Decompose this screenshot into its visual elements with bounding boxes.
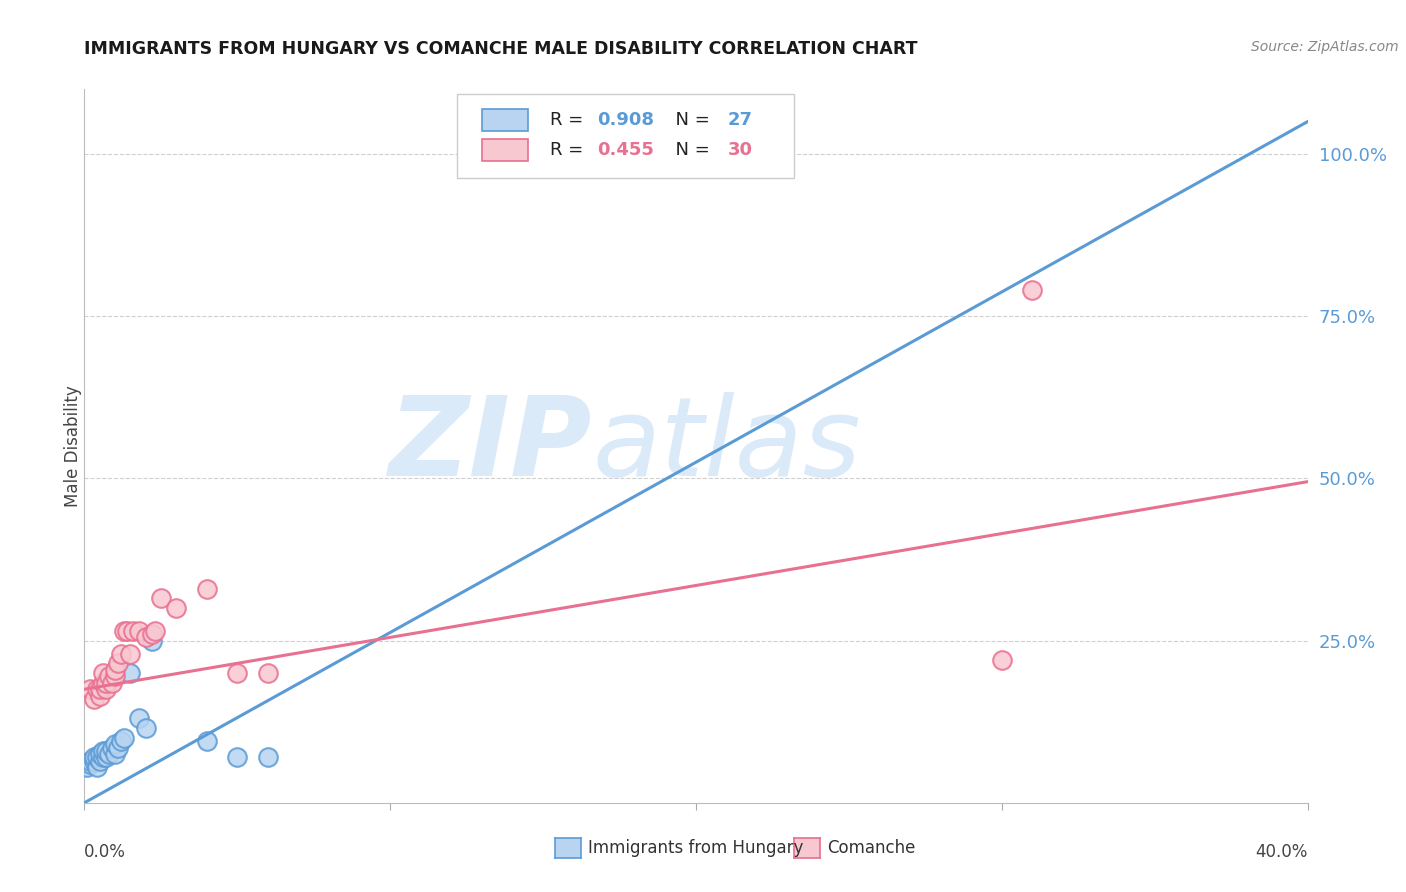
Point [112, 731, 135, 745]
Point [115, 624, 138, 638]
Point [94, 744, 117, 758]
Point [83, 750, 105, 764]
Point [79, 682, 101, 697]
Point [91, 744, 114, 758]
Y-axis label: Male Disability: Male Disability [65, 385, 82, 507]
Point [257, 750, 280, 764]
Point [76, 760, 98, 774]
Point [141, 633, 163, 648]
Text: Source: ZipAtlas.com: Source: ZipAtlas.com [1251, 40, 1399, 54]
Point [94, 682, 117, 697]
Text: 27: 27 [728, 111, 752, 128]
Point [101, 740, 124, 755]
Point [104, 669, 127, 683]
FancyBboxPatch shape [482, 139, 529, 161]
Point [89, 682, 111, 697]
Text: IMMIGRANTS FROM HUNGARY VS COMANCHE MALE DISABILITY CORRELATION CHART: IMMIGRANTS FROM HUNGARY VS COMANCHE MALE… [84, 40, 918, 58]
Text: 0.908: 0.908 [598, 111, 654, 128]
Text: N =: N = [664, 111, 716, 128]
Point [257, 666, 280, 681]
Text: ZIP: ZIP [388, 392, 592, 500]
Point [83, 754, 105, 768]
Point [112, 624, 135, 638]
Point [107, 657, 129, 671]
Point [991, 653, 1014, 667]
Point [128, 624, 150, 638]
Text: R =: R = [550, 111, 589, 128]
Point [226, 666, 249, 681]
Point [135, 721, 157, 735]
Point [79, 754, 101, 768]
Point [97, 747, 120, 761]
Point [195, 734, 218, 748]
Point [107, 740, 129, 755]
Point [89, 689, 111, 703]
Text: N =: N = [664, 141, 716, 159]
Text: atlas: atlas [592, 392, 860, 500]
Point [110, 647, 132, 661]
Point [101, 675, 124, 690]
Point [128, 711, 150, 725]
Point [141, 627, 163, 641]
Point [120, 666, 142, 681]
Point [86, 750, 108, 764]
Point [83, 692, 105, 706]
Point [89, 747, 111, 761]
Point [94, 750, 117, 764]
Text: 0.0%: 0.0% [84, 843, 127, 861]
Point [104, 747, 127, 761]
Text: 40.0%: 40.0% [1256, 843, 1308, 861]
Text: R =: R = [550, 141, 589, 159]
Text: 0.455: 0.455 [598, 141, 654, 159]
Text: Comanche: Comanche [827, 839, 915, 857]
Text: Immigrants from Hungary: Immigrants from Hungary [588, 839, 803, 857]
Point [195, 582, 218, 596]
Point [135, 631, 157, 645]
Point [91, 675, 114, 690]
Point [1021, 283, 1043, 297]
Point [122, 624, 145, 638]
Point [110, 734, 132, 748]
FancyBboxPatch shape [457, 95, 794, 178]
Point [91, 666, 114, 681]
Point [104, 663, 127, 677]
Point [149, 591, 172, 606]
Point [86, 760, 108, 774]
Point [89, 754, 111, 768]
Point [104, 738, 127, 752]
Text: 30: 30 [728, 141, 752, 159]
Point [94, 675, 117, 690]
Point [120, 647, 142, 661]
Point [165, 601, 187, 615]
Point [91, 750, 114, 764]
FancyBboxPatch shape [482, 109, 529, 130]
Point [226, 750, 249, 764]
Point [79, 756, 101, 771]
Point [143, 624, 166, 638]
Point [86, 682, 108, 697]
Point [97, 669, 120, 683]
